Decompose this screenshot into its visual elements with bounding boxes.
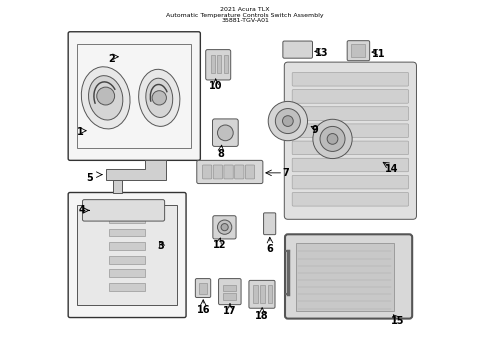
Ellipse shape [81,67,130,129]
Text: 17: 17 [223,306,237,316]
Text: 5: 5 [86,173,93,183]
Text: 16: 16 [196,305,210,315]
FancyBboxPatch shape [296,243,394,311]
FancyBboxPatch shape [224,165,233,179]
Circle shape [218,125,233,141]
Bar [260,285,265,303]
Polygon shape [113,180,122,193]
Circle shape [152,91,167,105]
Bar [223,55,228,73]
Bar [109,242,145,250]
FancyBboxPatch shape [213,119,238,147]
Bar [109,269,145,277]
FancyBboxPatch shape [292,158,409,172]
Circle shape [313,119,352,158]
Circle shape [268,102,308,141]
Circle shape [218,220,232,234]
FancyBboxPatch shape [292,141,409,155]
Bar [109,215,145,223]
Text: 15: 15 [391,316,404,326]
FancyBboxPatch shape [292,107,409,120]
Ellipse shape [89,76,123,120]
Text: 3: 3 [158,241,165,251]
Bar [268,285,272,303]
Ellipse shape [146,78,172,117]
Circle shape [275,109,300,134]
Bar [109,256,145,264]
Text: 13: 13 [315,48,329,58]
FancyBboxPatch shape [347,41,369,61]
FancyBboxPatch shape [292,124,409,138]
FancyBboxPatch shape [68,193,186,318]
FancyBboxPatch shape [249,280,275,308]
Text: 1: 1 [76,127,83,137]
Bar [223,293,237,300]
FancyBboxPatch shape [198,283,207,294]
Bar [351,44,365,57]
FancyBboxPatch shape [284,62,416,219]
Bar [211,55,215,73]
Circle shape [97,87,115,105]
FancyBboxPatch shape [292,90,409,103]
Bar [217,55,221,73]
Text: 10: 10 [209,81,222,91]
Text: 4: 4 [79,205,86,215]
FancyBboxPatch shape [197,160,263,184]
FancyBboxPatch shape [292,175,409,189]
Bar [223,285,237,292]
FancyBboxPatch shape [235,165,244,179]
FancyBboxPatch shape [245,165,255,179]
FancyBboxPatch shape [285,234,412,319]
Polygon shape [106,160,167,180]
Circle shape [283,116,293,126]
Bar [77,44,192,148]
Bar [109,229,145,237]
Text: 2021 Acura TLX
Automatic Temperature Controls Switch Assembly
35881-TGV-A01: 2021 Acura TLX Automatic Temperature Con… [166,7,324,23]
Text: 14: 14 [385,164,398,174]
Text: 11: 11 [372,49,386,59]
Text: 2: 2 [109,54,116,64]
FancyBboxPatch shape [292,72,409,86]
Circle shape [320,126,345,152]
FancyBboxPatch shape [264,213,276,235]
Text: 8: 8 [218,149,224,159]
Text: 9: 9 [311,125,318,135]
FancyBboxPatch shape [196,279,211,297]
Circle shape [327,134,338,144]
FancyBboxPatch shape [68,32,200,160]
FancyBboxPatch shape [206,50,231,80]
FancyBboxPatch shape [283,41,313,58]
FancyBboxPatch shape [82,200,165,221]
Bar [253,285,258,303]
FancyBboxPatch shape [219,279,241,305]
FancyBboxPatch shape [202,165,212,179]
Text: 7: 7 [282,168,289,178]
Text: 12: 12 [213,240,226,250]
FancyBboxPatch shape [213,165,222,179]
FancyBboxPatch shape [213,216,236,239]
Ellipse shape [139,69,180,126]
FancyBboxPatch shape [77,205,177,305]
FancyBboxPatch shape [292,193,409,206]
Circle shape [221,224,228,231]
Text: 6: 6 [267,244,273,253]
Bar [109,283,145,291]
Text: 18: 18 [255,311,269,321]
